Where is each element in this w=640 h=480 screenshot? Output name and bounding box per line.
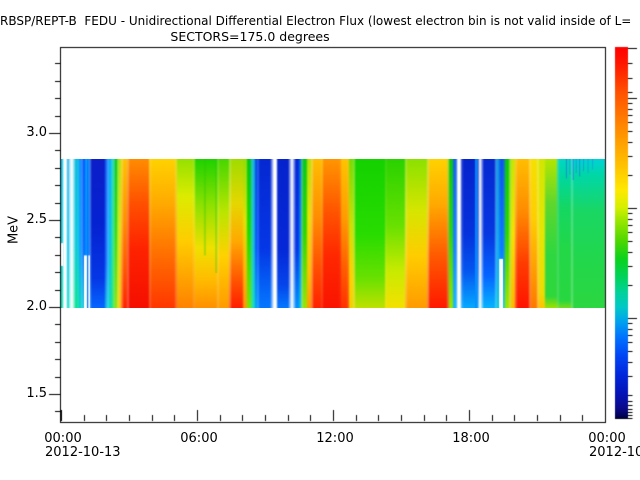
x-date-label: 2012-10-13	[45, 445, 121, 460]
y-tick-label: 3.0	[26, 125, 47, 140]
plot-title: RBSP/REPT-B FEDU - Unidirectional Differ…	[0, 14, 632, 28]
x-tick-label: 00:00	[588, 431, 626, 446]
x-tick-label: 12:00	[316, 431, 354, 446]
y-tick-label: 1.5	[26, 386, 47, 401]
x-tick-label: 06:00	[180, 431, 218, 446]
x-tick-label: 00:00	[44, 431, 82, 446]
y-tick-label: 2.5	[26, 212, 47, 227]
x-tick-label: 18:00	[452, 431, 490, 446]
spectrogram-canvas	[61, 159, 605, 308]
plot-subtitle: SECTORS=175.0 degrees	[170, 29, 330, 44]
y-tick-label: 2.0	[26, 299, 47, 314]
x-date-label: 2012-10-14	[589, 445, 640, 460]
